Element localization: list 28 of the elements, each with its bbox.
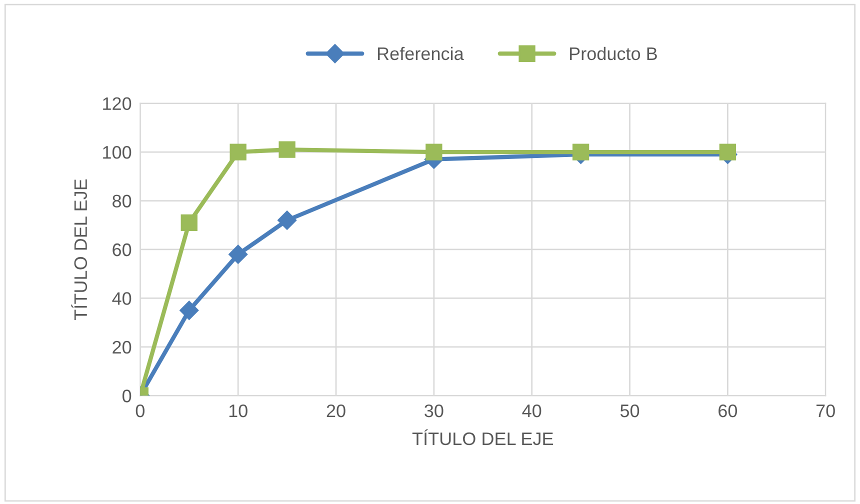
- y-tick-label: 120: [103, 97, 132, 110]
- x-tick-label: 60: [718, 404, 738, 418]
- x-tick-label: 50: [620, 404, 640, 418]
- point: [230, 144, 246, 160]
- x-axis-title: TÍTULO DEL EJE: [412, 429, 554, 446]
- y-tick-label: 100: [103, 146, 132, 159]
- x-tick-label: 40: [522, 404, 542, 418]
- y-axis-title: TÍTULO DEL EJE: [71, 179, 88, 320]
- legend-label: Producto B: [570, 46, 657, 60]
- point: [572, 144, 590, 160]
- y-tick-label: 0: [122, 390, 132, 402]
- point: [228, 244, 248, 264]
- point: [180, 300, 199, 320]
- point: [180, 214, 198, 232]
- x-tick-label: 30: [424, 404, 444, 418]
- y-tick-label: 80: [112, 194, 132, 208]
- point: [719, 144, 736, 160]
- point: [278, 210, 297, 230]
- y-tick-label: 60: [112, 243, 132, 256]
- point: [278, 141, 296, 158]
- legend-label: Referencia: [378, 46, 464, 60]
- point: [426, 144, 442, 160]
- x-tick-label: 0: [136, 404, 144, 418]
- y-tick-label: 20: [112, 340, 132, 354]
- x-tick-label: 10: [229, 404, 248, 418]
- x-tick-label: 20: [326, 404, 346, 418]
- x-tick-label: 70: [816, 404, 835, 418]
- y-tick-label: 40: [112, 292, 132, 305]
